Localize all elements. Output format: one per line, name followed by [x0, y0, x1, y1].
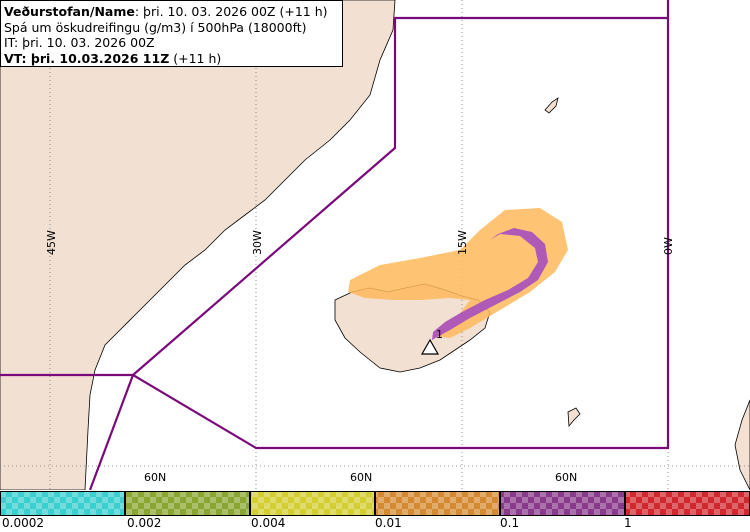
ash-high-concentration [432, 228, 548, 340]
ash-cloud [348, 208, 568, 340]
parallel-label-60n-center: 60N [350, 471, 372, 484]
legend-swatch-pattern-5 [625, 491, 750, 516]
faroe-islands [567, 407, 581, 428]
valid-label: VT: þri. 10.03.2026 11Z [4, 50, 170, 66]
volcano-marker-label: 1 [436, 328, 443, 341]
legend-swatch-border-0 [0, 491, 125, 516]
product-line: Spá um öskudreifingu (g/m3) í 500hPa (18… [4, 19, 307, 35]
meridian-label-30w: 30W [251, 230, 264, 255]
legend-swatch-pattern-3 [375, 491, 500, 516]
legend-label-5: 1 [624, 516, 632, 530]
greenland-landmass [0, 0, 396, 490]
issue-time-line: IT: þri. 10. 03. 2026 00Z [4, 35, 155, 50]
legend-swatch-pattern-2 [250, 491, 375, 516]
legend-swatch-border-3 [375, 491, 500, 516]
volcano-marker[interactable]: 1 [420, 328, 443, 355]
forecast-info-box: Veðurstofan/Name: þri. 10. 03. 2026 00Z … [0, 0, 343, 67]
meridian-label-15w: 15W [456, 230, 469, 255]
legend-swatch-pattern-4 [500, 491, 625, 516]
parallel-label-60n-right: 60N [555, 471, 577, 484]
valid-time-line: VT: þri. 10.03.2026 11Z (+11 h) [4, 51, 340, 67]
legend-swatch-pattern-0 [0, 491, 125, 516]
run-text: : þri. 10. 03. 2026 00Z (+11 h) [134, 4, 328, 19]
legend-label-1: 0.002 [127, 516, 162, 530]
meridian-label-45w: 45W [45, 230, 58, 255]
meridian-label-0w: 0W [662, 237, 675, 255]
legend-swatch-pattern-1 [125, 491, 250, 516]
legend-label-2: 0.004 [251, 516, 286, 530]
norway-coast [734, 399, 750, 490]
ash-dispersion-map: 1 45W 30W 15W 0W 60N 60N 60N [0, 0, 750, 490]
org-label: Veðurstofan/Name [4, 4, 135, 19]
parallel-label-60n-left: 60N [144, 471, 166, 484]
fir-boundary [0, 0, 670, 490]
legend-labels: 0.0002 0.002 0.004 0.01 0.1 1 [0, 516, 750, 532]
valid-suffix: (+11 h) [169, 50, 222, 66]
legend-swatch-border-1 [125, 491, 250, 516]
org-line: Veðurstofan/Name: þri. 10. 03. 2026 00Z … [4, 4, 340, 20]
legend-swatch-border-2 [250, 491, 375, 516]
jan-mayen-island [544, 97, 559, 114]
legend-label-4: 0.1 [500, 516, 520, 530]
legend-swatch-border-4 [500, 491, 625, 516]
legend-label-0: 0.0002 [2, 516, 44, 530]
legend-label-3: 0.01 [375, 516, 402, 530]
ash-low-concentration [348, 208, 568, 338]
concentration-legend-bar [0, 491, 750, 516]
